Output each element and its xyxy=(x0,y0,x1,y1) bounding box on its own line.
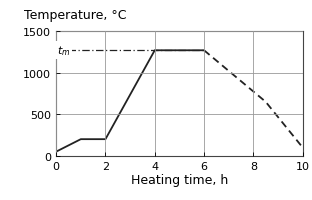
X-axis label: Heating time, h: Heating time, h xyxy=(131,174,228,186)
Text: Temperature, °C: Temperature, °C xyxy=(24,9,127,22)
Text: $t_m$: $t_m$ xyxy=(57,44,70,58)
